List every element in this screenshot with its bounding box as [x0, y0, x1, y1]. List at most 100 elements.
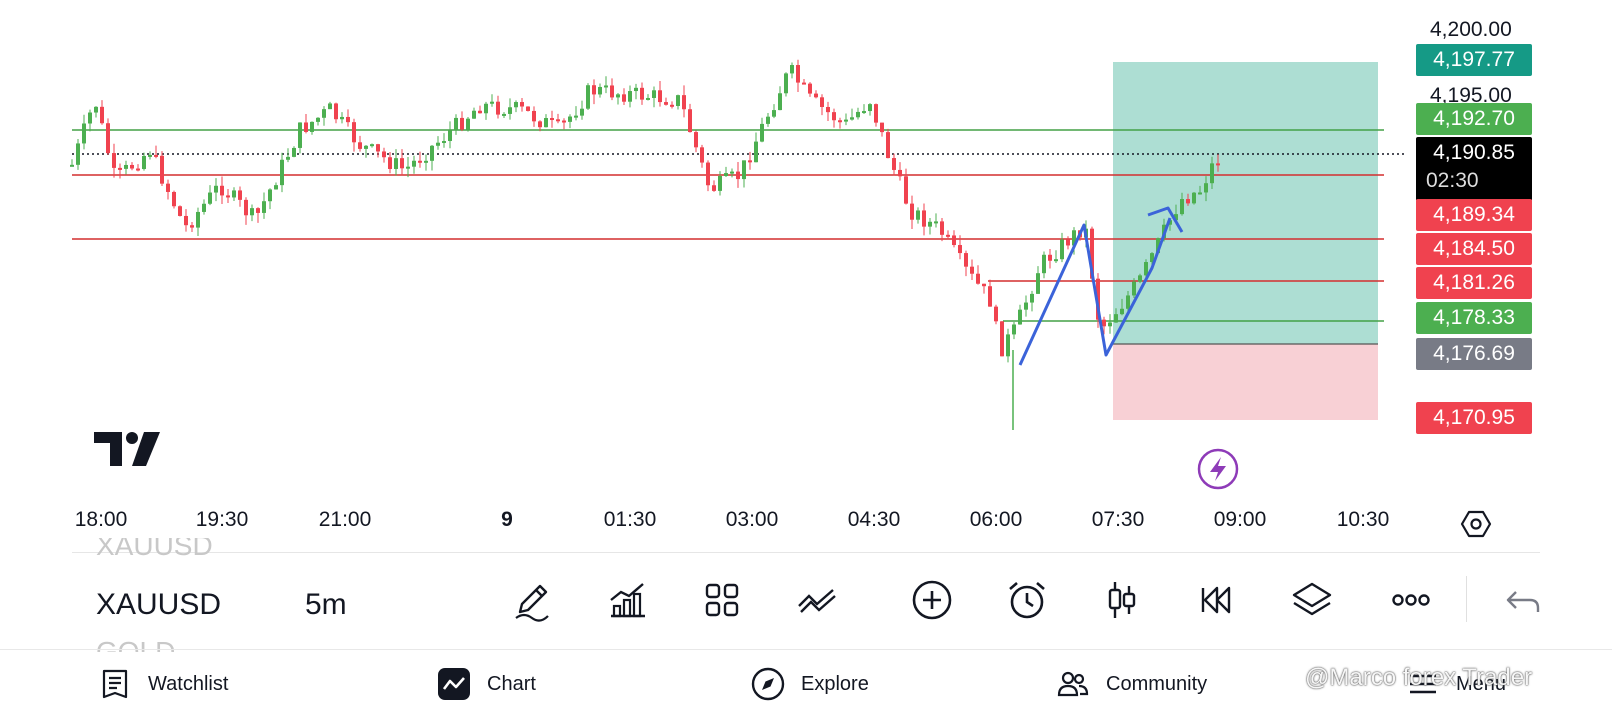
- candle-body: [1180, 199, 1184, 215]
- candle-body: [244, 199, 248, 216]
- candle-body: [610, 85, 614, 98]
- candle-body: [178, 206, 182, 216]
- candle-body: [1036, 273, 1040, 294]
- candle-body: [706, 162, 710, 186]
- candle-body: [148, 154, 152, 157]
- candle-body: [226, 195, 230, 198]
- candle-body: [460, 117, 464, 130]
- candle-body: [1108, 322, 1112, 327]
- candlestick-chart[interactable]: [0, 0, 1612, 500]
- nav-item-menu[interactable]: Menu: [1406, 666, 1506, 702]
- symbol-name: GOLD: [96, 636, 176, 652]
- candle-body: [1126, 295, 1130, 309]
- candle-body: [976, 273, 980, 284]
- nav-item-watchlist[interactable]: Watchlist: [98, 666, 228, 702]
- candle-body: [316, 117, 320, 122]
- pattern-drawing: [1147, 206, 1184, 233]
- price-tick-4200: 4,200.00: [1430, 18, 1512, 41]
- layers-icon[interactable]: [1290, 578, 1334, 622]
- candle-body: [730, 171, 734, 174]
- candle-body: [964, 253, 968, 267]
- pencil-icon[interactable]: [510, 578, 554, 622]
- divider: [72, 552, 1540, 553]
- nav-item-explore[interactable]: Explore: [751, 666, 869, 702]
- candle-body: [670, 104, 674, 107]
- candle-body: [676, 95, 680, 106]
- divider: [0, 649, 1612, 650]
- symbol-option-current[interactable]: XAUUSD 5m: [96, 588, 347, 622]
- candle-body: [790, 65, 794, 74]
- candle-body: [322, 109, 326, 118]
- symbol-option-prev[interactable]: XAUUSD1D: [96, 538, 213, 562]
- candle-body: [490, 101, 494, 104]
- candle-body: [1072, 230, 1076, 246]
- divider: [1466, 576, 1467, 622]
- time-axis[interactable]: 18:00 19:30 21:00 9 01:30 03:00 04:30 06…: [0, 508, 1612, 540]
- chart-area[interactable]: 4,200.00 4,195.00 4,197.77 4,192.70 4,19…: [0, 0, 1612, 500]
- candle-body: [826, 106, 830, 113]
- candle-body: [1210, 163, 1214, 184]
- more-icon[interactable]: [1389, 578, 1433, 622]
- time-label: 10:30: [1336, 508, 1390, 531]
- layout-grid-icon[interactable]: [700, 578, 744, 622]
- candle-body: [136, 168, 140, 171]
- candle-body: [874, 104, 878, 123]
- candle-body: [514, 102, 518, 108]
- candle-body: [832, 112, 836, 121]
- candle-body: [862, 111, 866, 114]
- horizontal-line-price-label: 4,189.34: [1416, 199, 1532, 231]
- candle-body: [526, 106, 530, 111]
- time-label: 18:00: [74, 508, 128, 531]
- candle-body: [76, 143, 80, 165]
- candle-body: [940, 221, 944, 235]
- candle-body: [370, 144, 374, 147]
- indicators-icon[interactable]: [605, 578, 649, 622]
- candle-body: [550, 118, 554, 121]
- last-price-label: 4,190.85 02:30: [1416, 137, 1532, 201]
- symbol-option-next[interactable]: GOLD1h: [96, 636, 175, 652]
- candles-icon[interactable]: [1100, 578, 1144, 622]
- flash-icon[interactable]: [1197, 448, 1239, 490]
- candle-body: [658, 90, 662, 103]
- candle-body: [442, 141, 446, 144]
- undo-icon[interactable]: [1502, 578, 1546, 622]
- alarm-icon[interactable]: [1005, 578, 1049, 622]
- nav-item-community[interactable]: Community: [1056, 666, 1207, 702]
- candle-body: [1012, 324, 1016, 335]
- candle-body: [520, 102, 524, 107]
- candle-body: [1186, 199, 1190, 204]
- add-icon[interactable]: [910, 578, 954, 622]
- candle-body: [718, 176, 722, 191]
- candle-body: [268, 189, 272, 202]
- candle-body: [712, 185, 716, 191]
- candle-body: [220, 185, 224, 196]
- candle-body: [346, 116, 350, 123]
- candle-body: [1144, 262, 1148, 276]
- candle-body: [604, 85, 608, 88]
- candle-body: [580, 108, 584, 116]
- candle-body: [682, 95, 686, 110]
- candle-body: [364, 145, 368, 149]
- candle-body: [202, 203, 206, 212]
- candle-body: [250, 208, 254, 216]
- candle-body: [880, 122, 884, 133]
- drawings-icon[interactable]: [795, 578, 839, 622]
- replay-icon[interactable]: [1195, 578, 1239, 622]
- chart-settings-icon[interactable]: [1460, 508, 1492, 540]
- candle-body: [1054, 259, 1058, 262]
- candle-body: [988, 286, 992, 307]
- candle-body: [412, 160, 416, 167]
- candle-body: [592, 85, 596, 95]
- candle-body: [868, 104, 872, 112]
- horizontal-line-price-label: 4,181.26: [1416, 267, 1532, 299]
- candle-body: [532, 110, 536, 122]
- candle-body: [1150, 253, 1154, 263]
- candle-body: [1048, 254, 1052, 261]
- stop-loss-price-label: 4,170.95: [1416, 402, 1532, 434]
- candle-body: [1120, 308, 1124, 315]
- compass-icon: [751, 667, 785, 701]
- nav-item-chart[interactable]: Chart: [437, 666, 536, 702]
- candle-body: [754, 141, 758, 163]
- candle-body: [562, 120, 566, 123]
- candle-body: [124, 164, 128, 169]
